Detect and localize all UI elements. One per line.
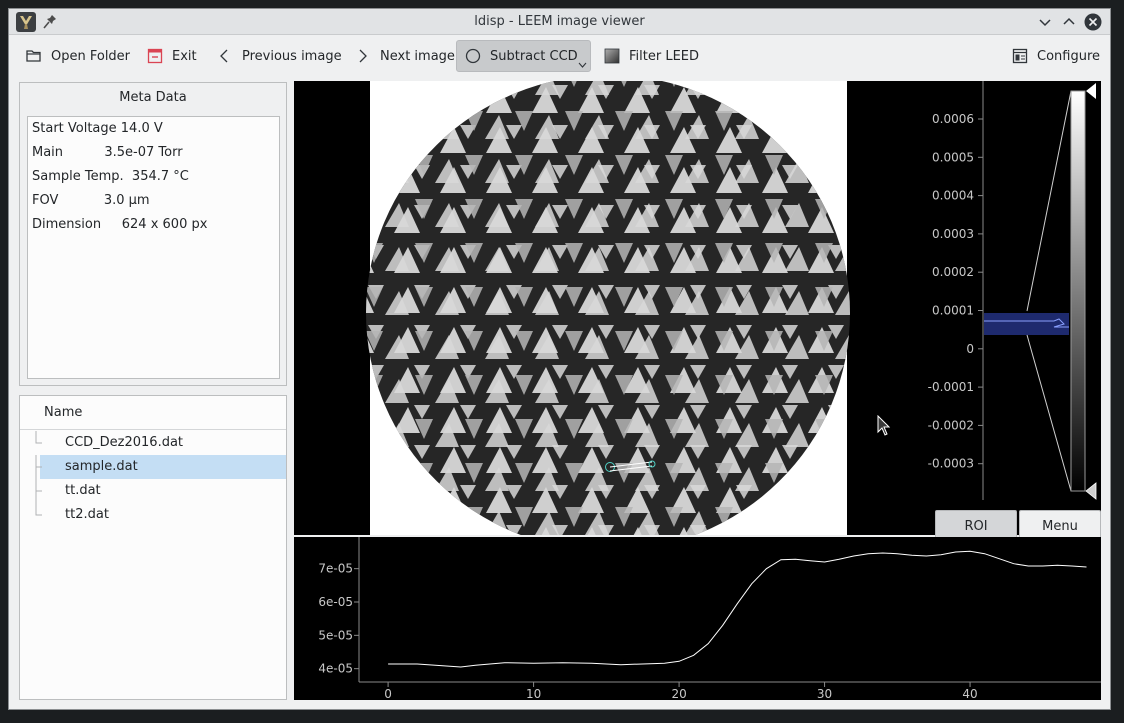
histogram-axis: 0.0006 0.0005 0.0004 0.0003 0.0002 0.0001 0 -0.… — [928, 112, 983, 471]
x-tick-label: 30 — [817, 687, 832, 700]
file-name: CCD_Dez2016.dat — [65, 435, 184, 450]
meta-main-pressure: Main 3.5e-07 Torr — [32, 145, 183, 160]
next-image-button[interactable]: Next image — [347, 40, 462, 72]
previous-image-button[interactable]: Previous image — [209, 40, 349, 72]
open-folder-label: Open Folder — [51, 48, 131, 64]
chevron-down-icon — [578, 62, 587, 68]
histogram-tick-label: 0.0004 — [932, 189, 974, 203]
chevron-down-icon — [1039, 19, 1051, 27]
histogram-tick-label: 0 — [966, 342, 974, 356]
mouse-cursor-icon — [877, 415, 891, 436]
meta-sample-temp: Sample Temp. 354.7 °C — [32, 169, 189, 184]
histogram-tick-label: 0.0005 — [932, 150, 974, 164]
chevron-left-icon — [216, 47, 234, 65]
menu-label: Menu — [1042, 518, 1078, 534]
tree-branch-icon — [35, 455, 42, 479]
pin-icon[interactable] — [43, 14, 57, 30]
configure-button[interactable]: Configure — [1004, 40, 1107, 72]
image-view[interactable]: 0.0006 0.0005 0.0004 0.0003 0.0002 0.0001 0 -0.… — [294, 81, 1101, 535]
meta-fov: FOV 3.0 µm — [32, 193, 150, 208]
leem-disc — [366, 81, 850, 535]
subtract-ccd-button[interactable]: Subtract CCD — [456, 40, 591, 72]
previous-image-label: Previous image — [242, 48, 342, 64]
tree-branch-icon — [35, 431, 42, 444]
y-tick-label: 6e-05 — [318, 595, 353, 609]
folder-open-icon — [25, 47, 43, 65]
histogram-tick-label: 0.0001 — [932, 304, 974, 318]
meta-data-title: Meta Data — [119, 90, 187, 105]
color-gradient-bar[interactable] — [1070, 90, 1086, 492]
histogram-tick-label: -0.0003 — [928, 457, 974, 471]
meta-dimension: Dimension 624 x 600 px — [32, 217, 208, 232]
histogram-tick-label: 0.0002 — [932, 265, 974, 279]
roi-label: ROI — [964, 518, 988, 534]
menu-button[interactable]: Menu — [1019, 510, 1101, 542]
close-icon — [1084, 13, 1102, 31]
x-tick-label: 20 — [671, 687, 686, 700]
main-toolbar: Open Folder Exit Previous image Next ima… — [9, 36, 1110, 76]
exit-label: Exit — [172, 48, 197, 64]
profile-chart[interactable]: 0 10 20 30 40 4e-05 5e-05 6e-05 7e-05 — [294, 537, 1101, 701]
window-title: ldisp - LEEM image viewer — [474, 14, 645, 29]
file-name: sample.dat — [65, 459, 138, 474]
configure-label: Configure — [1037, 48, 1101, 64]
next-image-label: Next image — [380, 48, 455, 64]
x-tick-label: 0 — [384, 687, 392, 700]
app-window: ldisp - LEEM image viewer Open Folder — [8, 8, 1111, 710]
meta-data-panel: Meta Data Start Voltage 14.0 V Main 3.5e… — [19, 82, 287, 386]
filter-icon — [603, 47, 621, 65]
histogram-tick-label: -0.0002 — [928, 418, 974, 432]
histogram-tick-label: 0.0006 — [932, 112, 974, 126]
close-button[interactable] — [1084, 13, 1102, 31]
circle-icon — [464, 47, 482, 65]
histogram-tick-label: -0.0001 — [928, 380, 974, 394]
x-tick-label: 40 — [962, 687, 977, 700]
file-name: tt.dat — [65, 483, 101, 498]
settings-panel-icon — [1011, 47, 1029, 65]
app-logo-icon — [16, 12, 36, 32]
tree-header-name[interactable]: Name — [20, 396, 286, 430]
open-folder-button[interactable]: Open Folder — [18, 40, 137, 72]
level-handle-bottom[interactable] — [1085, 482, 1097, 500]
title-bar[interactable]: ldisp - LEEM image viewer — [9, 9, 1110, 35]
tree-branch-icon — [35, 479, 42, 503]
filter-leed-label: Filter LEED — [629, 48, 700, 64]
chevron-up-icon — [1063, 17, 1075, 25]
subtract-ccd-label: Subtract CCD — [490, 48, 578, 64]
profile-series-line — [388, 550, 1087, 668]
y-tick-label: 5e-05 — [318, 628, 353, 642]
y-tick-label: 4e-05 — [318, 662, 353, 676]
filter-leed-button[interactable]: Filter LEED — [596, 40, 706, 72]
file-name: tt2.dat — [65, 507, 109, 522]
histogram-widget[interactable]: 0.0006 0.0005 0.0004 0.0003 0.0002 0.0001 0 -0.… — [928, 81, 1097, 500]
tree-branch-icon — [35, 503, 42, 516]
chevron-right-icon — [354, 47, 372, 65]
file-item-selected[interactable]: sample.dat — [35, 455, 286, 479]
line-roi[interactable] — [605, 460, 656, 472]
histogram-tick-label: 0.0003 — [932, 227, 974, 241]
meta-data-text[interactable]: Start Voltage 14.0 V Main 3.5e-07 Torr S… — [27, 116, 280, 379]
file-item[interactable]: tt2.dat — [35, 503, 286, 527]
exit-button[interactable]: Exit — [139, 40, 204, 72]
leem-image-canvas[interactable]: 0.0006 0.0005 0.0004 0.0003 0.0002 0.0001 0 -0.… — [294, 81, 1101, 535]
file-item[interactable]: CCD_Dez2016.dat — [35, 431, 286, 455]
minimize-button[interactable] — [1036, 13, 1054, 31]
x-tick-label: 10 — [526, 687, 541, 700]
exit-icon — [146, 47, 164, 65]
profile-plot[interactable]: 0 10 20 30 40 4e-05 5e-05 6e-05 7e-05 — [294, 537, 1101, 701]
file-item[interactable]: tt.dat — [35, 479, 286, 503]
level-handle-top[interactable] — [1086, 83, 1096, 99]
y-tick-label: 7e-05 — [318, 562, 353, 576]
meta-start-voltage: Start Voltage 14.0 V — [32, 121, 163, 136]
file-tree: Name CCD_Dez2016.dat sample.dat tt.dat t… — [19, 395, 287, 700]
maximize-button[interactable] — [1060, 13, 1078, 31]
